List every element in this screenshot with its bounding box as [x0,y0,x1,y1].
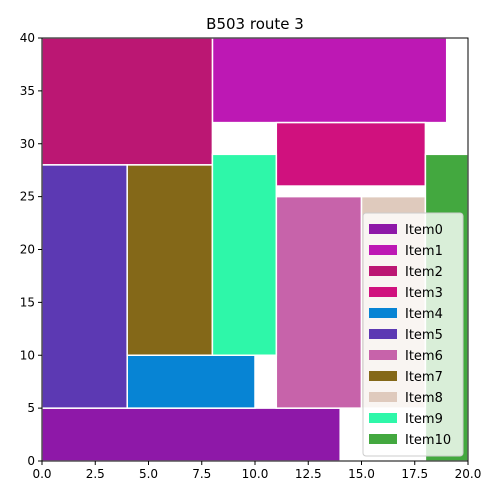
item-rect-6 [275,195,363,409]
x-tick-label: 15.0 [348,467,375,481]
legend-label: Item9 [405,412,443,427]
y-tick-label: 40 [20,31,35,45]
legend-swatch [369,266,397,276]
x-tick-label: 10.0 [242,467,269,481]
ticks-layer: 0.0 2.5 5.0 7.5 10.0 12.5 15.0 17.5 20.0 0 5 10 15 20… [20,31,482,481]
x-tick-label: 0.0 [32,467,51,481]
item-rect-0 [41,407,341,462]
legend-swatch [369,224,397,234]
legend-swatch [369,413,397,423]
legend-swatch [369,434,397,444]
y-tick-label: 0 [27,454,35,468]
item-rect-4 [126,354,256,409]
y-tick-label: 35 [20,84,35,98]
item-rect-5 [41,164,128,409]
legend-swatch [369,245,397,255]
legend-label: Item8 [405,391,443,406]
y-tick-label: 10 [20,348,35,362]
legend-label: Item10 [405,433,451,448]
legend-label: Item4 [405,307,443,322]
legend-swatch [369,371,397,381]
item-rect-9 [211,153,278,356]
legend-swatch [369,308,397,318]
item-rect-2 [41,37,214,166]
x-tick-label: 17.5 [401,467,428,481]
x-tick-label: 5.0 [139,467,158,481]
item-rect-3 [275,121,427,187]
x-tick-label: 7.5 [192,467,211,481]
x-tick-label: 2.5 [86,467,105,481]
legend-swatch [369,350,397,360]
chart-title: B503 route 3 [206,15,304,33]
x-tick-label: 20.0 [455,467,482,481]
legend-label: Item0 [405,223,443,238]
legend-label: Item2 [405,265,443,280]
legend-label: Item3 [405,286,443,301]
legend-swatch [369,287,397,297]
legend-label: Item6 [405,349,443,364]
legend-label: Item1 [405,244,443,259]
item-rect-1 [211,37,448,124]
item-rect-7 [126,164,214,356]
y-tick-label: 5 [27,401,35,415]
legend-swatch [369,329,397,339]
x-tick-label: 12.5 [295,467,322,481]
y-tick-label: 20 [20,243,35,257]
y-tick-label: 30 [20,137,35,151]
y-tick-label: 15 [20,295,35,309]
legend: Item0 Item1 Item2 Item3 Item4 Item5 Item6 Item7… [362,212,464,457]
legend-swatch [369,392,397,402]
legend-label: Item5 [405,328,443,343]
legend-label: Item7 [405,370,443,385]
y-tick-label: 25 [20,190,35,204]
